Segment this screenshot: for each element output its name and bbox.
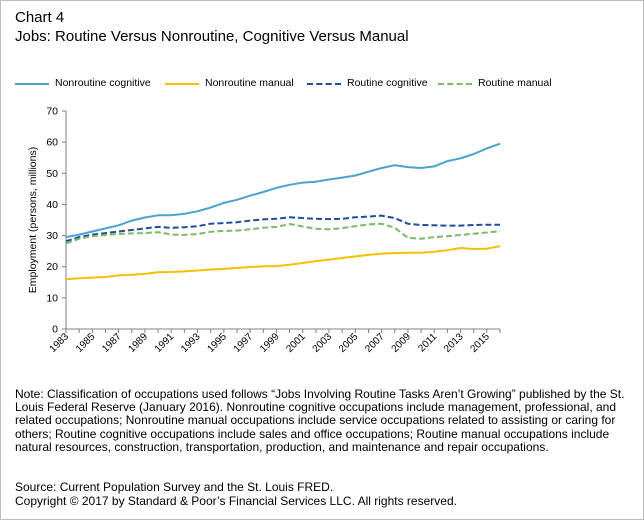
x-tick-label: 2001 [284, 331, 308, 355]
source-line: Source: Current Population Survey and th… [15, 480, 334, 494]
legend-label: Routine manual [478, 77, 552, 89]
y-tick-label: 10 [46, 292, 58, 304]
x-tick-label: 1993 [179, 331, 203, 355]
series-line-nonroutine-cognitive [65, 142, 501, 239]
x-tick-label: 1999 [258, 331, 282, 355]
legend-swatch-nonroutine-cognitive [15, 83, 49, 85]
y-axis-title: Employment (persons, millions) [27, 147, 39, 293]
y-tick-label: 20 [46, 261, 58, 273]
x-tick-label: 2005 [337, 331, 361, 355]
legend-swatch-routine-manual [438, 83, 472, 85]
legend-label: Nonroutine cognitive [55, 77, 151, 89]
chart-note: Note: Classification of occupations used… [15, 387, 625, 454]
x-tick-label: 1995 [205, 331, 229, 355]
x-tick-label: 2009 [390, 331, 414, 355]
x-tick-label: 2011 [416, 331, 439, 354]
series-line-routine-cognitive [65, 214, 500, 243]
legend-label: Nonroutine manual [205, 77, 294, 89]
y-tick-label: 70 [46, 106, 58, 118]
copyright-line: Copyright © 2017 by Standard & Poor’s Fi… [15, 493, 457, 508]
x-tick-label: 1997 [232, 331, 256, 355]
y-tick-label: 30 [46, 230, 58, 242]
legend-label: Routine cognitive [347, 77, 428, 89]
x-tick-label: 2007 [363, 331, 387, 355]
chart-subtitle: Jobs: Routine Versus Nonroutine, Cogniti… [15, 28, 409, 45]
x-tick-label: 1987 [100, 331, 124, 355]
chart-legend: Nonroutine cognitive Nonroutine manual R… [15, 76, 635, 94]
y-tick-label: 40 [46, 199, 58, 211]
y-tick-label: 50 [46, 168, 58, 180]
legend-swatch-nonroutine-manual [165, 83, 199, 85]
source-block: Source: Current Population Survey and th… [15, 480, 457, 508]
series-line-nonroutine-manual [65, 245, 501, 281]
x-tick-label: 1989 [127, 331, 151, 355]
x-tick-label: 2003 [311, 331, 335, 355]
y-tick-label: 0 [52, 324, 58, 336]
x-tick-label: 1985 [74, 331, 98, 355]
chart-number-label: Chart 4 [15, 9, 65, 26]
y-tick-label: 60 [46, 137, 58, 149]
x-tick-label: 1991 [153, 331, 177, 355]
x-tick-label: 2013 [442, 331, 466, 355]
legend-swatch-routine-cognitive [307, 83, 341, 85]
series-line-routine-manual [65, 222, 501, 245]
x-tick-label: 2015 [468, 331, 492, 355]
